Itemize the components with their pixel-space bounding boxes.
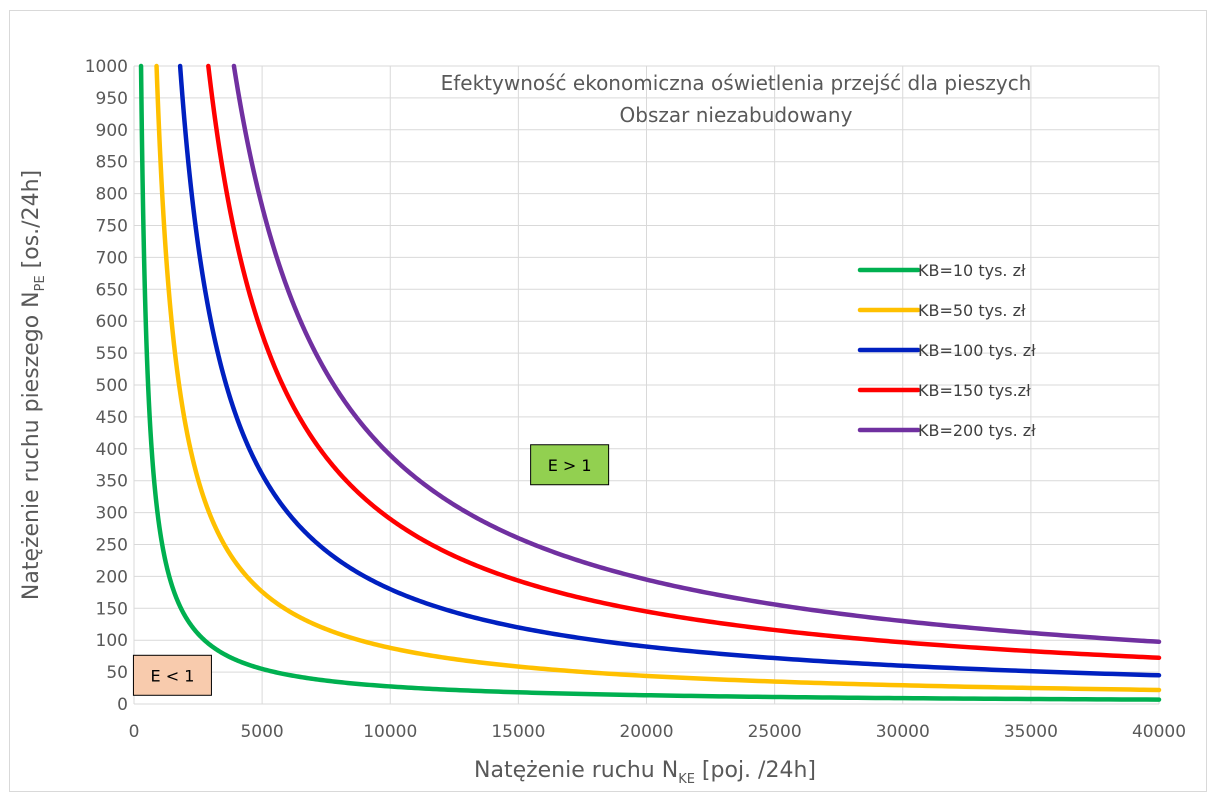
chart-frame xyxy=(9,10,1207,792)
x-axis-label: Natężenie ruchu NKE [poj. /24h] xyxy=(474,758,816,787)
legend: KB=10 tys. zł KB=50 tys. zł KB=100 tys. zł… xyxy=(857,261,1036,440)
y-tick-label: 700 xyxy=(96,248,128,268)
y-tick-label: 850 xyxy=(96,153,128,173)
y-axis-label-sub: PE xyxy=(33,275,48,291)
y-tick-label: 650 xyxy=(96,280,128,300)
y-axis-label: Natężenie ruchu pieszego NPE [os./24h] xyxy=(19,170,48,600)
annotation-label: E < 1 xyxy=(151,666,195,685)
series-line-3 xyxy=(206,63,1162,660)
y-axis-ticks: 0 50 100 150 200 250 300 350 400 450 500 550 600 650 7… xyxy=(85,57,128,715)
x-axis-label-suffix: [poj. /24h] xyxy=(695,758,816,783)
series-line-4 xyxy=(231,63,1162,645)
chart-subtitle: Obszar niezabudowany xyxy=(620,103,853,127)
legend-label: KB=50 tys. zł xyxy=(918,301,1026,320)
x-tick-label: 10000 xyxy=(363,722,417,742)
series-layer xyxy=(138,63,1162,702)
legend-label: KB=200 tys. zł xyxy=(918,421,1036,440)
y-tick-label: 200 xyxy=(96,567,128,587)
x-axis-label-sub: KE xyxy=(678,772,695,787)
y-tick-label: 350 xyxy=(96,472,128,492)
y-tick-label: 400 xyxy=(96,440,128,460)
chart-title: Efektywność ekonomiczna oświetlenia prze… xyxy=(441,71,1032,95)
annotation-box xyxy=(132,654,212,696)
series-line-2 xyxy=(177,63,1162,678)
y-axis-label-main: Natężenie ruchu pieszego N xyxy=(19,291,44,600)
legend-label: KB=150 tys.zł xyxy=(918,381,1031,400)
x-tick-label: 25000 xyxy=(748,722,802,742)
y-tick-label: 750 xyxy=(96,217,128,237)
series-line-1 xyxy=(154,63,1162,693)
x-tick-label: 20000 xyxy=(619,722,673,742)
y-tick-label: 50 xyxy=(106,663,128,683)
y-tick-label: 900 xyxy=(96,121,128,141)
annotations: E > 1 E < 1 xyxy=(132,444,610,696)
y-tick-label: 800 xyxy=(96,185,128,205)
y-tick-label: 300 xyxy=(96,504,128,524)
y-tick-label: 950 xyxy=(96,89,128,109)
x-axis-ticks: 0 5000 10000 15000 20000 25000 30000 35000 40000 xyxy=(129,722,1186,742)
legend-label: KB=10 tys. zł xyxy=(918,261,1026,280)
x-tick-label: 40000 xyxy=(1132,722,1186,742)
series-line-0 xyxy=(138,63,1162,702)
y-tick-label: 1000 xyxy=(85,57,128,77)
annotation-label: E > 1 xyxy=(548,456,592,475)
y-tick-label: 150 xyxy=(96,599,128,619)
x-tick-label: 30000 xyxy=(876,722,930,742)
y-tick-label: 550 xyxy=(96,344,128,364)
y-tick-label: 250 xyxy=(96,536,128,556)
y-tick-label: 100 xyxy=(96,631,128,651)
x-tick-label: 0 xyxy=(129,722,140,742)
grid xyxy=(133,65,1160,705)
y-tick-label: 600 xyxy=(96,312,128,332)
y-tick-label: 0 xyxy=(117,695,128,715)
y-axis-label-suffix: [os./24h] xyxy=(19,170,44,275)
x-tick-label: 5000 xyxy=(240,722,283,742)
x-axis-label-main: Natężenie ruchu N xyxy=(474,758,678,783)
y-tick-label: 450 xyxy=(96,408,128,428)
x-tick-label: 15000 xyxy=(491,722,545,742)
y-tick-label: 500 xyxy=(96,376,128,396)
legend-label: KB=100 tys. zł xyxy=(918,341,1036,360)
x-tick-label: 35000 xyxy=(1004,722,1058,742)
annotation-box xyxy=(530,444,610,486)
